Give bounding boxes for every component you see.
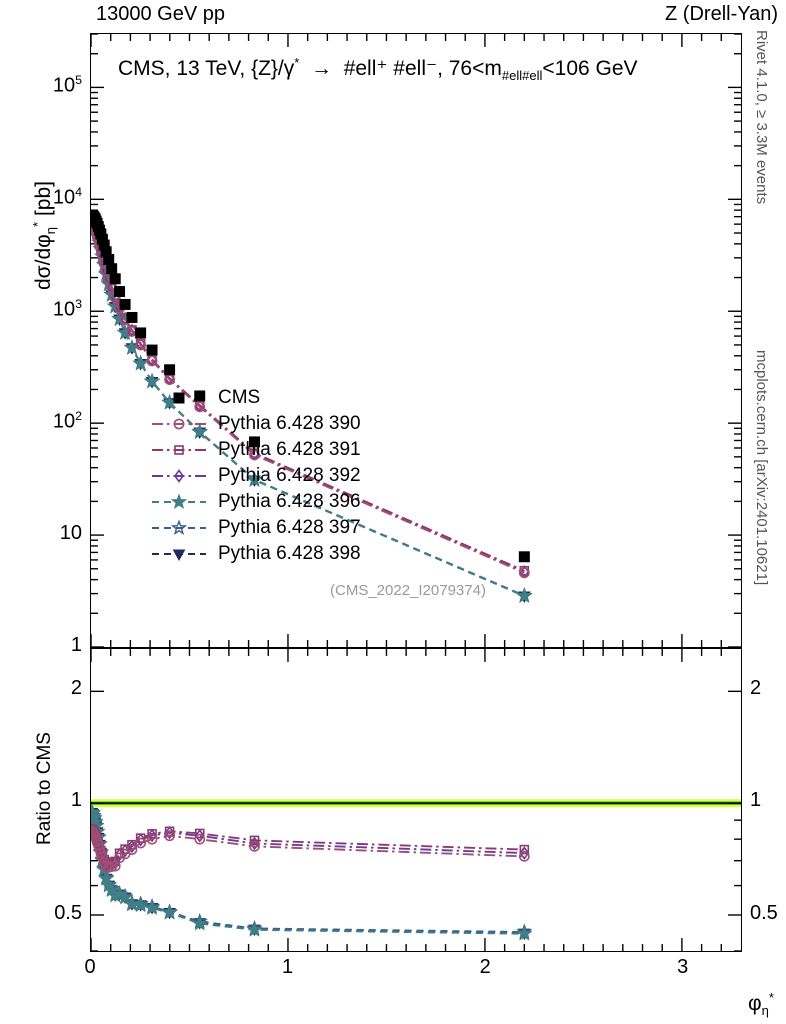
main-y-tick-4: 10 [59, 521, 82, 544]
legend-marker-filled-triangle-icon [152, 544, 206, 564]
legend-label-5: Pythia 6.428 397 [218, 517, 361, 538]
x-tick-0: 0 [84, 956, 96, 978]
rivet-version-note: Rivet 4.1.0, ≥ 3.3M events [753, 30, 770, 205]
main-plot-panel [90, 33, 742, 648]
legend: CMS Pythia 6.428 390 Pythia 6.428 391 Pythi… [152, 385, 361, 567]
header-collision-energy: 13000 GeV pp [96, 3, 225, 25]
xlabel-phi: φ [748, 991, 762, 1015]
main-y-tick-0: 105 [52, 72, 82, 97]
ratio-plot-panel [90, 648, 742, 952]
legend-item-2[interactable]: Pythia 6.428 391 [152, 437, 361, 463]
legend-marker-open-star-icon [152, 518, 206, 538]
legend-item-1[interactable]: Pythia 6.428 390 [152, 411, 361, 437]
legend-item-5[interactable]: Pythia 6.428 397 [152, 515, 361, 541]
legend-label-3: Pythia 6.428 392 [218, 465, 361, 486]
ratio-y-tick-right-2: 0.5 [750, 901, 778, 924]
legend-marker-open-square-icon [152, 440, 206, 460]
legend-label-2: Pythia 6.428 391 [218, 439, 361, 460]
xlabel-sup: * [768, 989, 774, 1005]
ylabel-pre: dσ/dφ [32, 234, 55, 290]
legend-marker-open-diamond-icon [152, 466, 206, 486]
xlabel-sub: η [761, 1003, 769, 1018]
legend-marker-filled-star-icon [152, 492, 206, 512]
title-msub: #ell#ell [501, 68, 543, 84]
legend-label-0: CMS [218, 387, 261, 408]
header-process-label: Z (Drell-Yan) [665, 3, 778, 25]
ratio-y-tick-2: 0.5 [54, 901, 82, 924]
x-tick-2: 2 [479, 956, 491, 978]
plot-title: CMS, 13 TeV, {Z}/γ* → #ell⁺ #ell⁻, 76<m#… [118, 55, 638, 83]
ylabel-sup: * [30, 221, 45, 227]
main-y-tick-3: 102 [52, 409, 82, 434]
main-y-tick-1: 104 [52, 184, 82, 209]
title-arrow: → [311, 57, 333, 80]
ratio-plot-canvas [91, 649, 741, 951]
legend-marker-filled-square-icon [152, 388, 206, 408]
legend-label-6: Pythia 6.428 398 [218, 543, 361, 564]
legend-marker-open-circle-icon [152, 414, 206, 434]
title-part-a: CMS, 13 TeV, {Z}/ [118, 57, 284, 80]
title-tail: <106 GeV [542, 57, 638, 80]
legend-label-4: Pythia 6.428 396 [218, 491, 361, 512]
legend-label-1: Pythia 6.428 390 [218, 413, 361, 434]
ratio-y-tick-0: 2 [70, 676, 82, 699]
ratio-y-tick-right-0: 2 [750, 676, 762, 699]
analysis-id-watermark: (CMS_2022_I2079374) [330, 582, 486, 599]
main-plot-canvas [91, 34, 741, 647]
title-star: * [294, 55, 300, 70]
main-y-tick-5: 1 [70, 634, 82, 656]
ratio-y-tick-right-1: 1 [750, 789, 762, 812]
legend-item-3[interactable]: Pythia 6.428 392 [152, 463, 361, 489]
x-tick-3: 3 [677, 956, 689, 978]
ylabel-sub: η [43, 226, 59, 235]
ylabel-unit: [pb] [32, 181, 55, 222]
x-tick-1: 1 [282, 956, 294, 978]
mcplots-source-note: mcplots.cern.ch [arXiv:2401.10621] [753, 350, 770, 586]
title-ell: #ell⁺ #ell⁻, 76<m [343, 57, 502, 80]
ratio-y-axis-label: Ratio to CMS [34, 732, 55, 845]
legend-item-4[interactable]: Pythia 6.428 396 [152, 489, 361, 515]
legend-item-6[interactable]: Pythia 6.428 398 [152, 541, 361, 567]
main-y-tick-2: 103 [52, 297, 82, 321]
title-gamma: γ [283, 57, 295, 80]
legend-item-0[interactable]: CMS [152, 385, 361, 411]
ratio-y-tick-1: 1 [70, 789, 82, 812]
x-axis-label: φη* [748, 990, 774, 1018]
